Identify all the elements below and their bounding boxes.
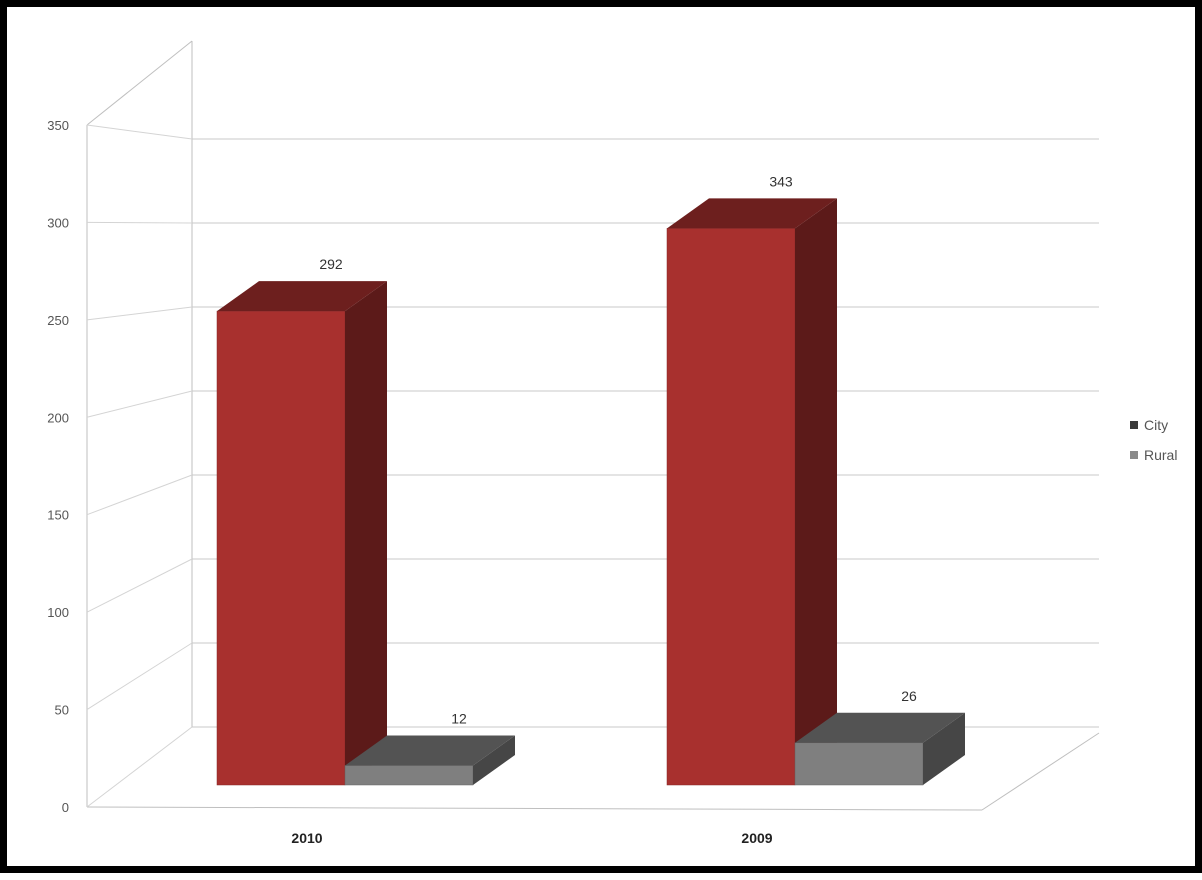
gridline-diagonal (86, 306, 193, 321)
data-label: 12 (451, 711, 467, 727)
chart-svg: 0 50 100 150 200 250 300 350 292 12 343 26 2010 200… (47, 40, 1177, 846)
legend: City Rural (1130, 417, 1177, 463)
legend-swatch-rural (1130, 451, 1138, 459)
x-category-label: 2009 (741, 830, 772, 846)
bar-city-2009-side (795, 198, 837, 786)
data-label: 26 (901, 688, 917, 704)
y-tick-label: 350 (47, 118, 69, 133)
bar-city-2010-top (217, 281, 387, 312)
x-axis-categories: 2010 2009 (291, 830, 772, 846)
y-tick-label: 100 (47, 605, 69, 620)
bar-rural-2010-front (344, 765, 474, 786)
chart-walls (86, 40, 1100, 811)
gridline-diagonal (86, 221, 193, 224)
gridline-diagonal (86, 474, 193, 516)
gridline-diagonal (86, 124, 193, 140)
x-category-label: 2010 (291, 830, 322, 846)
bars: 292 12 343 26 (216, 173, 965, 786)
gridline-diagonal (86, 642, 193, 710)
gridline-diagonal (86, 558, 193, 613)
y-tick-label: 150 (47, 508, 69, 523)
data-label: 343 (769, 173, 793, 189)
data-label: 292 (319, 256, 343, 272)
legend-label-rural: Rural (1144, 447, 1177, 463)
floor-right-edge (981, 732, 1100, 811)
gridline-diagonal (86, 390, 193, 418)
y-tick-label: 250 (47, 313, 69, 328)
y-tick-label: 300 (47, 215, 69, 230)
y-tick-label: 200 (47, 410, 69, 425)
bar-rural-2010-top (345, 735, 515, 766)
y-axis-ticks: 0 50 100 150 200 250 300 350 (47, 118, 69, 815)
y-tick-label: 50 (55, 703, 69, 718)
left-wall-top-edge (86, 40, 193, 126)
y-tick-label: 0 (62, 800, 69, 815)
bar-city-2010-front (216, 310, 346, 786)
bar-city-2009-front (666, 228, 796, 786)
bar-rural-2010-side (473, 735, 515, 785)
legend-label-city: City (1144, 417, 1168, 433)
bar-rural-2009-front (794, 742, 924, 786)
bar-rural-2009-top (795, 712, 965, 743)
bar-city-2010-side (345, 281, 387, 785)
gridline-diagonal (86, 726, 193, 808)
floor-front-edge (86, 806, 983, 811)
legend-swatch-city (1130, 421, 1138, 429)
bar-rural-2009-side (923, 712, 965, 785)
bar-city-2009-top (667, 198, 837, 229)
